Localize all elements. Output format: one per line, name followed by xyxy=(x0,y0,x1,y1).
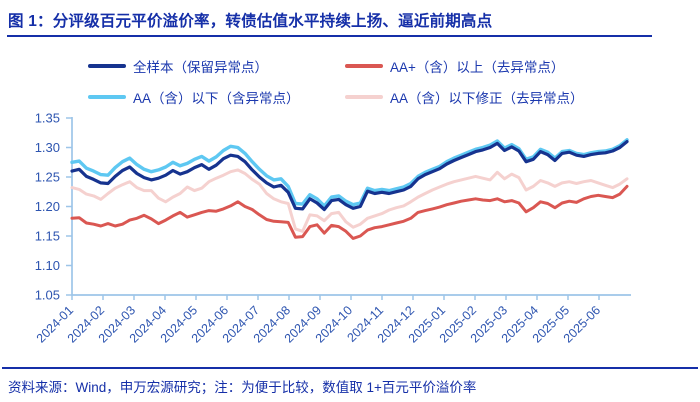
svg-text:1.05: 1.05 xyxy=(35,288,60,303)
svg-text:1.25: 1.25 xyxy=(35,170,60,185)
legend-item-aa-below-adjusted: AA（含）以下修正（去异常点） xyxy=(345,87,584,107)
legend-swatch-navy xyxy=(88,64,126,68)
svg-text:1.15: 1.15 xyxy=(35,229,60,244)
chart-canvas: 1.051.101.151.201.251.301.352024-012024-… xyxy=(34,111,631,346)
figure-title: 图 1：分评级百元平价溢价率，转债估值水平持续上扬、逼近前期高点 xyxy=(8,13,493,30)
legend-label: AA（含）以下（含异常点） xyxy=(133,91,300,106)
svg-text:1.20: 1.20 xyxy=(35,199,60,214)
chart-legend: 全样本（保留异常点） AA+（含）以上（去异常点） AA（含）以下（含异常点） … xyxy=(88,56,584,107)
title-underline xyxy=(7,35,652,37)
svg-text:1.10: 1.10 xyxy=(35,258,60,273)
source-note: 资料来源：Wind，申万宏源研究；注：为便于比较，数值取 1+百元平价溢价率 xyxy=(8,380,477,395)
premium-rate-line-chart: 1.05 1.10 1.15 1.20 1.25 1.30 1.35 2024-01 2024-… xyxy=(0,102,700,368)
svg-text:1.35: 1.35 xyxy=(35,111,60,126)
legend-item-aa-below: AA（含）以下（含异常点） xyxy=(88,87,345,107)
legend-label: 全样本（保留异常点） xyxy=(133,60,268,75)
footer-divider xyxy=(2,367,698,369)
legend-swatch-cyan xyxy=(88,95,126,99)
legend-swatch-red xyxy=(345,64,383,68)
svg-text:1.30: 1.30 xyxy=(35,140,60,155)
legend-label: AA（含）以下修正（去异常点） xyxy=(390,91,584,106)
legend-item-full-sample: 全样本（保留异常点） xyxy=(88,56,345,76)
legend-label: AA+（含）以上（去异常点） xyxy=(390,60,565,75)
legend-item-aa-plus-above: AA+（含）以上（去异常点） xyxy=(345,56,584,76)
legend-swatch-pink xyxy=(345,95,383,99)
